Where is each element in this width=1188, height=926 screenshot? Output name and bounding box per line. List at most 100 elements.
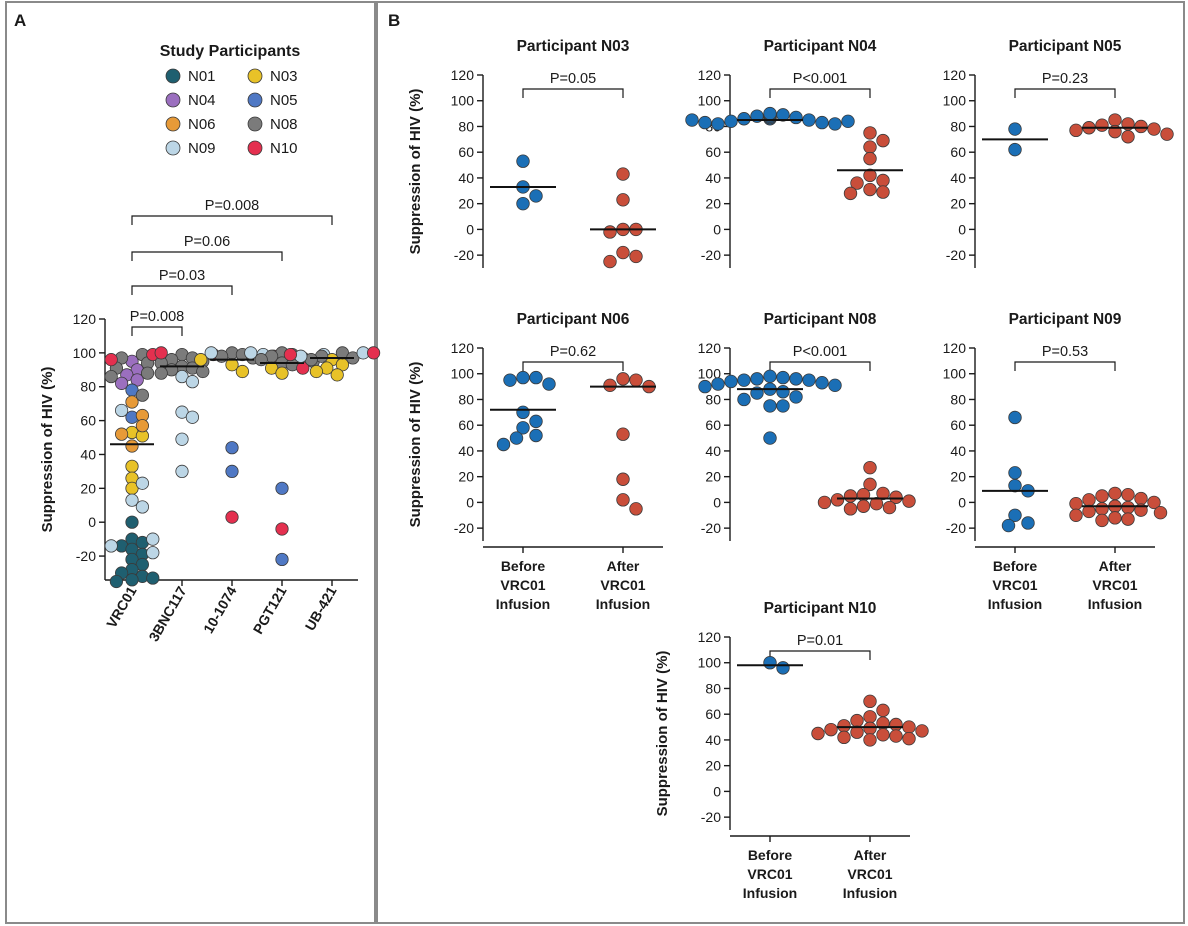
data-point-10-1074	[235, 364, 249, 379]
data-point-before	[516, 196, 530, 211]
y-tick-label: 40	[950, 170, 966, 186]
data-point-before	[724, 114, 738, 129]
y-tick-label: 0	[713, 783, 721, 799]
y-tick-label: 100	[698, 93, 722, 109]
y-tick-label: -20	[454, 520, 474, 536]
legend-marker-n01	[165, 68, 181, 84]
data-point-vrc01	[104, 353, 118, 367]
x-label-before: VRC01	[747, 866, 792, 882]
data-point-vrc01	[125, 439, 139, 453]
data-point-pgt121	[275, 481, 289, 495]
data-point-after	[837, 719, 851, 733]
data-point-before	[763, 399, 777, 413]
data-point-after	[876, 486, 890, 501]
data-point-after	[1095, 502, 1109, 516]
comparison-bracket	[769, 88, 871, 98]
data-point-vrc01	[115, 403, 129, 418]
data-point-after	[850, 713, 864, 728]
y-tick-label: 0	[466, 494, 474, 510]
data-point-after	[850, 725, 864, 739]
data-point-after	[889, 729, 903, 743]
x-tick-label: 10-1074	[200, 583, 240, 636]
x-tick-label: 3BNC117	[145, 583, 189, 644]
comparison-bracket	[769, 361, 871, 371]
comparison-bracket	[1014, 361, 1116, 371]
y-tick-label: 40	[705, 170, 721, 186]
x-label-before: Before	[993, 558, 1038, 574]
data-point-before	[1008, 410, 1022, 425]
data-point-after	[616, 372, 630, 386]
y-tick-label: -20	[946, 247, 966, 263]
comparison-p-value: P=0.008	[130, 309, 184, 325]
data-point-before	[750, 372, 764, 386]
data-point-before	[763, 369, 777, 384]
data-point-after	[1095, 118, 1109, 132]
y-tick-label: 60	[458, 417, 474, 433]
x-label-before: Infusion	[496, 596, 550, 612]
data-point-vrc01	[135, 476, 149, 490]
data-point-before	[542, 377, 556, 391]
data-point-before	[828, 378, 842, 393]
y-tick-label: 100	[451, 366, 475, 382]
y-tick-label: 60	[458, 144, 474, 160]
y-tick-label: 20	[705, 469, 721, 485]
data-point-after	[1121, 512, 1135, 526]
data-point-after	[1069, 496, 1083, 511]
data-point-before	[776, 370, 790, 385]
data-point-before	[1021, 516, 1035, 530]
data-point-after	[876, 728, 890, 742]
data-point-before	[737, 392, 751, 407]
y-tick-label: 80	[705, 391, 721, 407]
y-tick-label: 40	[705, 443, 721, 459]
data-point-after	[876, 173, 890, 188]
data-point-vrc01	[125, 493, 139, 507]
data-point-before	[802, 373, 816, 387]
comparison-p-value: P=0.62	[550, 344, 596, 360]
y-tick-label: 20	[950, 469, 966, 485]
data-point-before	[529, 370, 543, 385]
data-point-after	[863, 710, 877, 724]
data-point-after	[629, 249, 643, 264]
legend-title: Study Participants	[160, 43, 301, 60]
y-tick-label: 20	[705, 758, 721, 774]
data-point-after	[817, 495, 832, 510]
data-point-after	[1134, 119, 1148, 134]
data-point-before	[529, 189, 543, 203]
data-point-after	[1095, 489, 1109, 503]
data-point-pgt121	[244, 346, 258, 360]
data-point-after	[616, 245, 630, 260]
y-tick-label: 100	[943, 93, 967, 109]
data-point-after	[1121, 487, 1135, 502]
data-point-before	[529, 414, 543, 429]
legend-marker-n04	[165, 92, 181, 108]
data-point-after	[856, 499, 871, 513]
data-point-before	[1001, 518, 1016, 533]
data-point-before	[789, 390, 803, 404]
data-point-after	[843, 186, 858, 201]
data-point-before	[737, 373, 751, 387]
data-point-after	[1121, 500, 1135, 515]
y-tick-label: 0	[958, 494, 966, 510]
data-point-after	[915, 724, 929, 738]
comparison-bracket	[131, 285, 233, 295]
y-tick-label: -20	[701, 247, 721, 263]
legend-label-n08: N08	[270, 116, 298, 133]
subplot-participant-n10: Participant N10 -20 0 20 40 60 80 100 120 Suppres…	[654, 600, 929, 901]
y-tick-label: 40	[458, 170, 474, 186]
data-point-before	[1008, 122, 1022, 136]
y-tick-label: 40	[705, 732, 721, 748]
data-point-pgt121	[275, 366, 289, 380]
comparison-bracket	[769, 650, 871, 660]
data-point-after	[1147, 495, 1161, 510]
data-point-vrc01	[115, 427, 129, 441]
y-tick-label: -20	[701, 520, 721, 536]
panel-b: Participant N03 -20 0 20 40 60 80 100 120 Suppres…	[407, 38, 1174, 901]
data-point-10-1074	[225, 441, 239, 455]
x-label-after: VRC01	[600, 577, 645, 593]
legend-label-n01: N01	[188, 68, 216, 85]
data-point-after	[863, 151, 877, 166]
data-point-10-1074	[194, 353, 208, 367]
data-point-after	[1160, 127, 1174, 141]
y-tick-label: 80	[458, 118, 474, 134]
y-tick-label: 20	[950, 196, 966, 212]
